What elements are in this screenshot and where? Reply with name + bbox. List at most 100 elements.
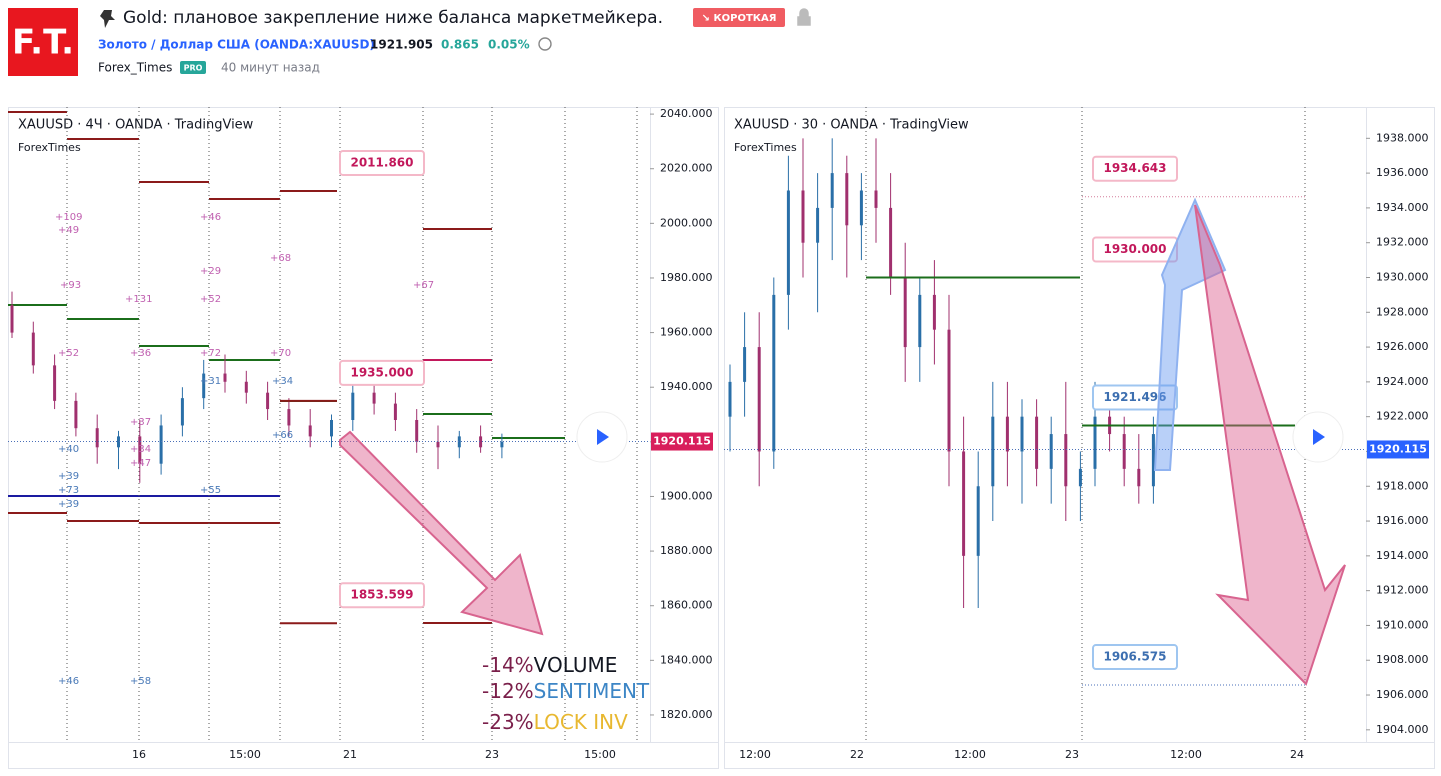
play-icon <box>1313 429 1325 445</box>
price-callout-text: 1921.496 <box>1103 390 1166 404</box>
candle-body <box>874 190 878 208</box>
annotation: +72 <box>200 348 221 359</box>
candle-body <box>10 305 14 333</box>
candle-body <box>1020 416 1024 452</box>
candle-body <box>918 294 922 348</box>
y-tick-label: 1930.000 <box>1376 270 1429 283</box>
price-callout <box>1092 384 1178 411</box>
factor-pct: -23% <box>482 710 534 734</box>
candle-body <box>728 381 732 417</box>
candle-body <box>372 392 376 404</box>
price: 1921.905 <box>370 38 433 52</box>
x-tick-label: 23 <box>485 748 499 761</box>
logo[interactable] <box>8 8 78 76</box>
candle-body <box>743 347 747 382</box>
y-tick-label: 2000.000 <box>660 216 713 229</box>
annotation: +31 <box>200 376 221 387</box>
annotation: +34 <box>272 376 293 387</box>
y-tick-label: 2040.000 <box>660 107 713 120</box>
candle-body <box>845 173 849 226</box>
y-tick-label: 1926.000 <box>1376 340 1429 353</box>
panel-subtitle: ForexTimes <box>734 141 797 154</box>
annotation: +39 <box>58 499 79 510</box>
factor-pct: -14% <box>482 653 534 677</box>
factor-pct: -12% <box>482 679 534 703</box>
pro-text: PRO <box>184 64 203 73</box>
lock-icon <box>797 8 811 26</box>
candle-body <box>1151 434 1155 487</box>
author[interactable]: Forex_Times <box>98 61 172 75</box>
y-tick-label: 2020.000 <box>660 162 713 175</box>
x-tick-label: 12:00 <box>954 748 986 761</box>
factor-name: SENTIMENT <box>534 679 650 703</box>
x-tick-label: 12:00 <box>739 748 771 761</box>
annotation: +109 <box>55 212 82 223</box>
y-tick-label: 1932.000 <box>1376 236 1429 249</box>
x-tick-label: 15:00 <box>584 748 616 761</box>
alarm-icon[interactable] <box>538 37 552 51</box>
y-tick-label: 1906.000 <box>1376 688 1429 701</box>
arrow <box>1194 204 1346 686</box>
annotation: +67 <box>413 280 434 291</box>
annotation: +46 <box>200 212 221 223</box>
y-tick-label: 1860.000 <box>660 599 713 612</box>
candle-body <box>223 373 227 382</box>
candle-body <box>1093 416 1097 469</box>
y-tick-label: 1938.000 <box>1376 131 1429 144</box>
y-tick-label: 1820.000 <box>660 708 713 721</box>
candle-body <box>1035 416 1039 469</box>
y-tick-label: 1918.000 <box>1376 479 1429 492</box>
candle-body <box>266 392 270 410</box>
y-tick-label: 1940.000 <box>660 380 713 393</box>
annotation: +70 <box>270 348 291 359</box>
panel-title: XAUUSD · 30 · OANDA · TradingView <box>734 118 969 133</box>
last-price-tag <box>1367 440 1429 459</box>
price-callout-text: 1934.643 <box>1103 161 1166 175</box>
price-callout-text: 1853.599 <box>350 588 413 602</box>
arrow <box>1153 197 1227 471</box>
price-callout <box>339 359 425 386</box>
candle-body <box>947 329 951 452</box>
panel-frame <box>8 107 719 769</box>
candle-body <box>53 365 57 401</box>
price-callout <box>1092 644 1178 671</box>
arrow <box>339 430 544 636</box>
badge-text: ↘ КОРОТКАЯ <box>702 13 777 24</box>
last-price-text: 1920.115 <box>653 435 711 448</box>
annotation: +55 <box>200 485 221 496</box>
symbol-link[interactable]: Золото / Доллар США (OANDA:XAUUSD) <box>98 38 375 52</box>
candle-body <box>1049 434 1053 469</box>
y-tick-label: 1922.000 <box>1376 410 1429 423</box>
price-callout <box>339 149 425 176</box>
badge <box>693 8 785 27</box>
candle-body <box>436 441 440 448</box>
annotation: +29 <box>200 266 221 277</box>
annotation: +52 <box>200 294 221 305</box>
candle-body <box>244 381 248 393</box>
annotation: +131 <box>125 294 152 305</box>
y-tick-label: 1914.000 <box>1376 549 1429 562</box>
panel-title: XAUUSD · 4Ч · OANDA · TradingView <box>18 118 254 133</box>
price-callout-text: 2011.860 <box>350 155 413 169</box>
candle-body <box>74 400 78 429</box>
annotation: +40 <box>58 444 79 455</box>
candle-body <box>117 436 120 448</box>
panel-frame <box>724 107 1435 769</box>
x-tick-label: 22 <box>850 748 864 761</box>
candle-body <box>991 416 995 487</box>
candle-body <box>500 441 504 448</box>
candle-body <box>202 373 206 399</box>
y-tick-label: 1900.000 <box>660 489 713 502</box>
x-tick-label: 16 <box>132 748 146 761</box>
candle-body <box>457 436 461 448</box>
annotation: +37 <box>130 417 151 428</box>
candle-body <box>1137 468 1141 487</box>
factor-name: VOLUME <box>534 653 618 677</box>
y-tick-label: 1916.000 <box>1376 514 1429 527</box>
candle-body <box>976 486 980 556</box>
y-tick-label: 1980.000 <box>660 271 713 284</box>
y-tick-label: 1840.000 <box>660 653 713 666</box>
y-tick-label: 1904.000 <box>1376 723 1429 736</box>
candle-body <box>308 425 312 437</box>
candle-body <box>932 294 936 330</box>
